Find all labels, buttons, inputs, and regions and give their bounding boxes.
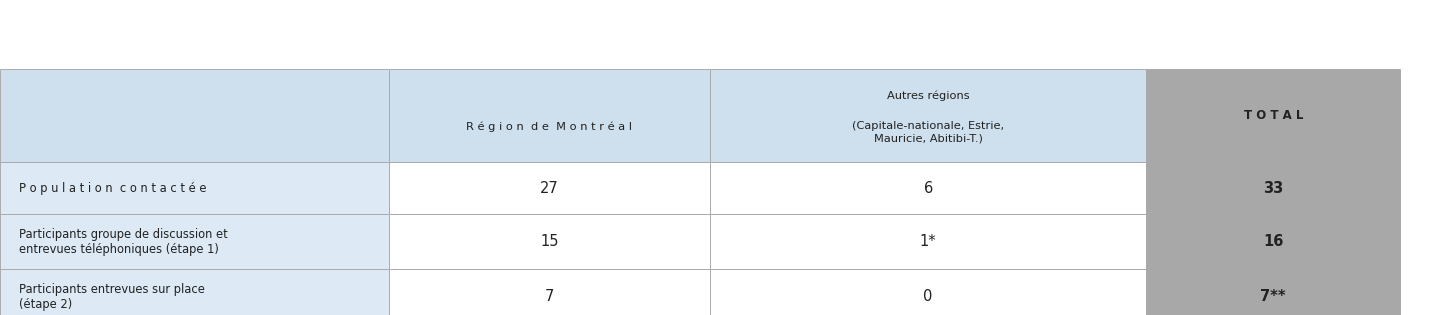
Bar bbox=[710, 162, 1146, 214]
Text: 7: 7 bbox=[544, 289, 554, 304]
Text: 7**: 7** bbox=[1260, 289, 1286, 304]
Text: T O T A L: T O T A L bbox=[1243, 109, 1303, 122]
Bar bbox=[1146, 69, 1400, 162]
Text: 15: 15 bbox=[540, 234, 559, 249]
Text: 16: 16 bbox=[1263, 234, 1283, 249]
Bar bbox=[389, 269, 710, 315]
Bar bbox=[710, 214, 1146, 269]
Text: 27: 27 bbox=[540, 181, 559, 196]
Text: Autres régions: Autres régions bbox=[887, 90, 969, 100]
Bar bbox=[0, 69, 389, 162]
Bar bbox=[389, 69, 710, 162]
Bar bbox=[389, 214, 710, 269]
Bar bbox=[0, 214, 389, 269]
Bar bbox=[1146, 162, 1400, 214]
Text: R é g i o n  d e  M o n t r é a l: R é g i o n d e M o n t r é a l bbox=[466, 122, 633, 132]
Bar bbox=[0, 269, 389, 315]
Text: 1*: 1* bbox=[920, 234, 936, 249]
Text: 33: 33 bbox=[1263, 181, 1283, 196]
Text: 0: 0 bbox=[923, 289, 933, 304]
Bar bbox=[710, 269, 1146, 315]
Bar bbox=[1146, 269, 1400, 315]
Text: 6: 6 bbox=[923, 181, 933, 196]
Text: Participants groupe de discussion et
entrevues téléphoniques (étape 1): Participants groupe de discussion et ent… bbox=[19, 227, 227, 256]
Bar bbox=[1146, 214, 1400, 269]
Text: P o p u l a t i o n  c o n t a c t é e: P o p u l a t i o n c o n t a c t é e bbox=[19, 182, 206, 195]
Text: Participants entrevues sur place
(étape 2): Participants entrevues sur place (étape … bbox=[19, 283, 204, 311]
Bar bbox=[389, 162, 710, 214]
Bar bbox=[710, 69, 1146, 162]
Text: (Capitale-nationale, Estrie,
Mauricie, Abitibi-T.): (Capitale-nationale, Estrie, Mauricie, A… bbox=[852, 121, 1005, 144]
Bar bbox=[0, 162, 389, 214]
